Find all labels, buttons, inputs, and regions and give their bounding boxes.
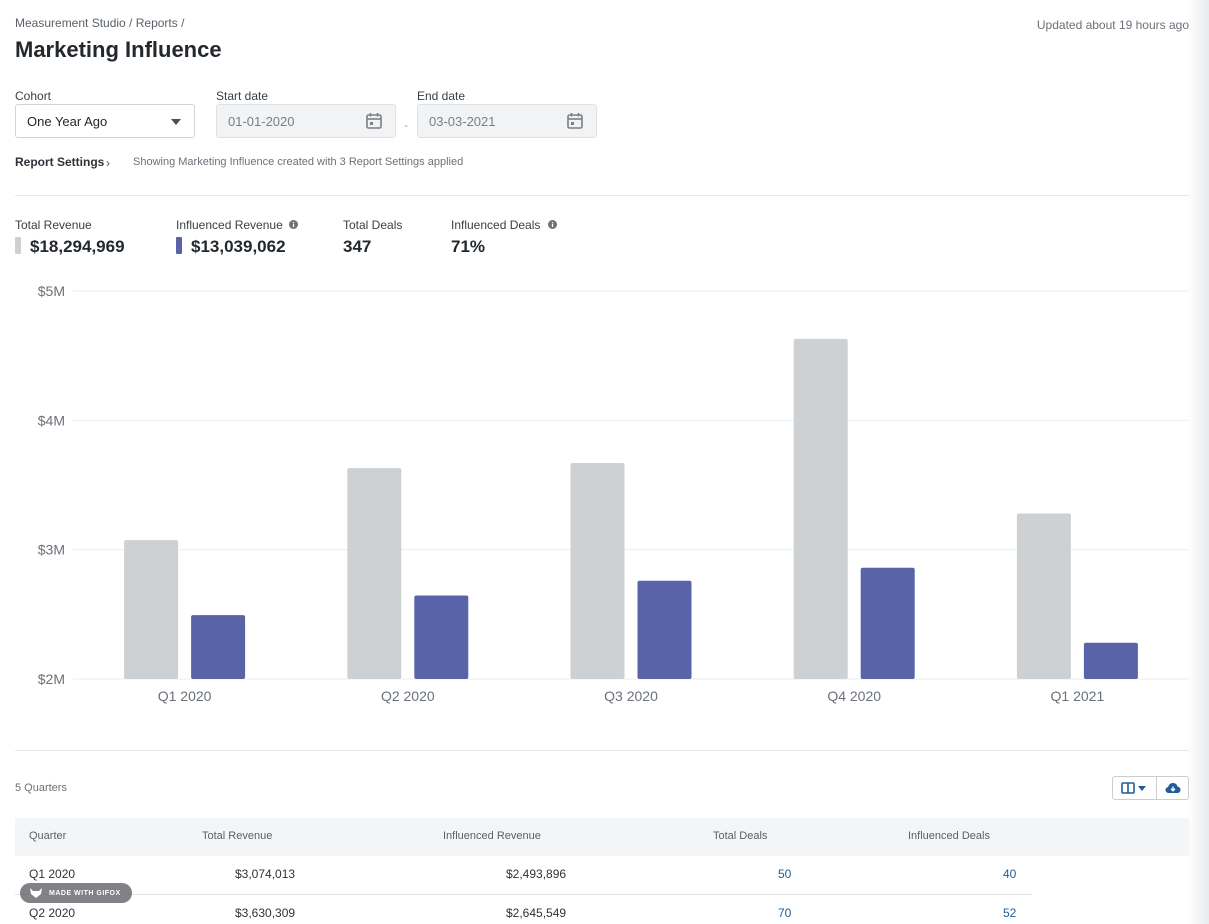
total-revenue-label: Total Revenue — [15, 218, 92, 232]
total-deals-label: Total Deals — [343, 218, 403, 232]
x-tick-label: Q1 2021 — [1051, 688, 1105, 704]
x-tick-label: Q3 2020 — [604, 688, 658, 704]
cohort-value: One Year Ago — [27, 114, 108, 129]
row-count-label: 5 Quarters — [15, 782, 67, 794]
influenced-revenue-label: Influenced Revenue — [176, 218, 283, 232]
table-cell-influenced-revenue: $2,645,549 — [506, 906, 567, 920]
gifox-badge-text: MADE WITH GIFOX — [49, 889, 121, 897]
start-date-input[interactable] — [216, 104, 396, 138]
page-title: Marketing Influence — [15, 37, 222, 62]
table-header — [15, 818, 1189, 856]
bar-influenced-revenue[interactable] — [637, 580, 692, 679]
bar-influenced-revenue[interactable] — [1083, 642, 1138, 679]
table-cell-influenced-deals-link[interactable]: 40 — [1003, 867, 1017, 881]
y-tick-label: $3M — [38, 542, 65, 558]
x-tick-label: Q2 2020 — [381, 688, 435, 704]
total-revenue-value: $18,294,969 — [30, 237, 125, 256]
columns-button[interactable] — [1113, 777, 1158, 799]
caret-down-icon — [171, 119, 181, 125]
column-header-total-deals[interactable]: Total Deals — [713, 830, 768, 842]
table-toolbar — [1112, 776, 1189, 800]
calendar-icon[interactable] — [365, 112, 383, 130]
column-header-quarter[interactable]: Quarter — [29, 830, 67, 842]
bar-total-revenue[interactable] — [793, 338, 848, 679]
table-cell-total-deals-link[interactable]: 50 — [778, 867, 792, 881]
bar-total-revenue[interactable] — [124, 540, 179, 679]
x-tick-label: Q4 2020 — [827, 688, 881, 704]
total-deals-value: 347 — [343, 237, 372, 256]
info-icon[interactable] — [548, 220, 557, 229]
info-icon[interactable] — [289, 220, 298, 229]
bar-influenced-revenue[interactable] — [191, 615, 246, 679]
cloud-download-icon — [1165, 783, 1181, 793]
table-cell-total-deals-link[interactable]: 70 — [778, 906, 792, 920]
table-cell-quarter: Q2 2020 — [29, 906, 76, 920]
fox-icon — [30, 888, 42, 898]
table-cell-quarter: Q1 2020 — [29, 867, 76, 881]
revenue-bar-chart: $2M $3M $4M $5M Q1 2020 Q2 2020 Q3 2020 Q4 2020… — [38, 283, 1189, 704]
breadcrumb[interactable]: Measurement Studio / Reports / — [15, 16, 185, 30]
column-header-influenced-revenue[interactable]: Influenced Revenue — [443, 830, 541, 842]
table-cell-total-revenue: $3,074,013 — [235, 867, 296, 881]
start-date-label: Start date — [216, 89, 269, 103]
calendar-icon[interactable] — [566, 112, 584, 130]
bar-total-revenue[interactable] — [347, 468, 402, 679]
table-cell-total-revenue: $3,630,309 — [235, 906, 296, 920]
y-tick-label: $4M — [38, 412, 65, 428]
right-edge-shadow — [1187, 0, 1209, 924]
end-date-label: End date — [417, 89, 466, 103]
section-divider — [15, 195, 1189, 196]
total-revenue-swatch — [15, 237, 21, 254]
date-separator: - — [404, 118, 408, 132]
download-button[interactable] — [1157, 777, 1188, 799]
y-tick-label: $2M — [38, 671, 65, 687]
influenced-revenue-swatch — [176, 237, 182, 254]
table-cell-influenced-revenue: $2,493,896 — [506, 867, 567, 881]
column-header-influenced-deals[interactable]: Influenced Deals — [908, 830, 990, 842]
influenced-deals-label: Influenced Deals — [451, 218, 541, 232]
bar-influenced-revenue[interactable] — [860, 567, 915, 679]
row-divider — [15, 894, 1032, 895]
section-divider — [15, 750, 1189, 751]
columns-icon — [1120, 782, 1146, 794]
cohort-label: Cohort — [15, 89, 52, 103]
y-tick-label: $5M — [38, 283, 65, 299]
bar-total-revenue[interactable] — [570, 463, 625, 679]
report-settings-link[interactable]: Report Settings — [15, 155, 105, 169]
report-settings-summary: Showing Marketing Influence created with… — [133, 156, 464, 168]
cohort-select[interactable]: One Year Ago — [15, 104, 195, 138]
chevron-right-icon[interactable]: › — [106, 156, 110, 170]
bar-influenced-revenue[interactable] — [414, 595, 469, 679]
influenced-revenue-value: $13,039,062 — [191, 237, 286, 256]
table-cell-influenced-deals-link[interactable]: 52 — [1003, 906, 1017, 920]
gifox-watermark-badge: MADE WITH GIFOX — [20, 883, 132, 903]
end-date-input[interactable] — [417, 104, 597, 138]
bar-total-revenue[interactable] — [1016, 513, 1071, 679]
column-header-total-revenue[interactable]: Total Revenue — [202, 830, 273, 842]
influenced-deals-value: 71% — [451, 237, 486, 256]
updated-timestamp: Updated about 19 hours ago — [1036, 18, 1189, 32]
x-tick-label: Q1 2020 — [158, 688, 212, 704]
